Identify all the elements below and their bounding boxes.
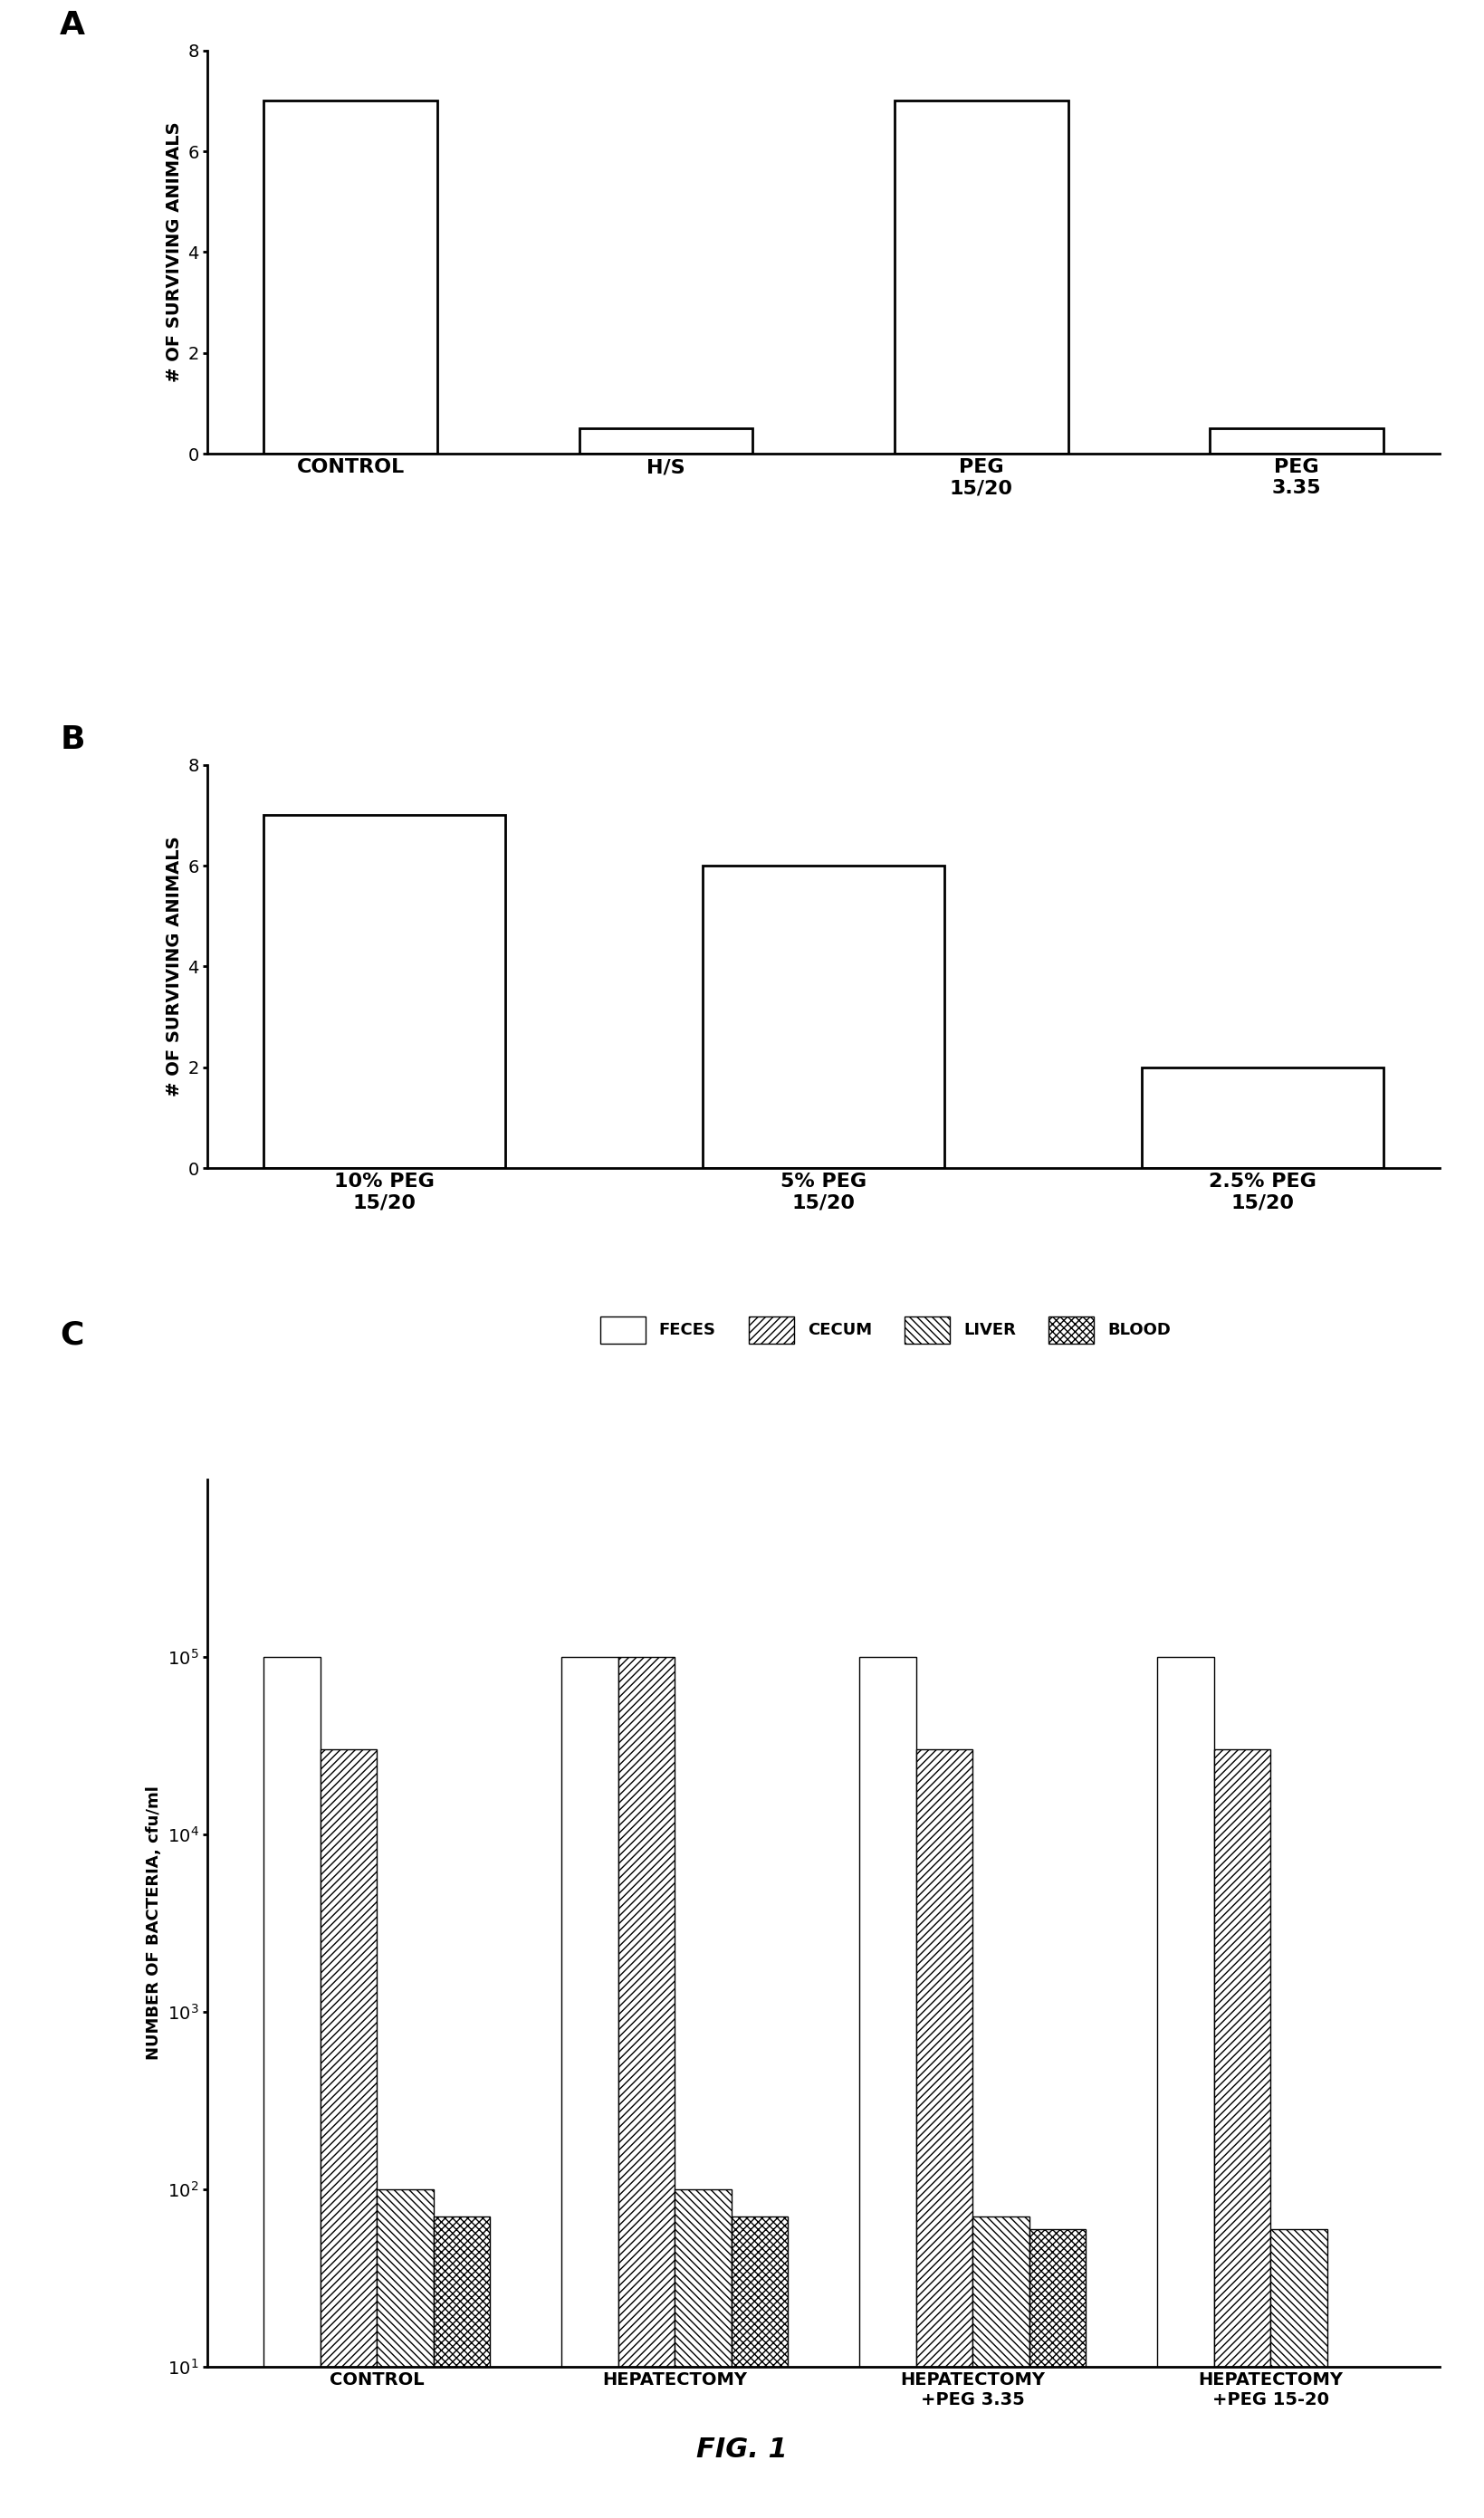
Bar: [561, 1657, 619, 2518]
Bar: [732, 2216, 788, 2518]
Legend: FECES, CECUM, LIVER, BLOOD: FECES, CECUM, LIVER, BLOOD: [594, 1309, 1177, 1350]
Bar: [264, 816, 505, 1168]
Y-axis label: # OF SURVIVING ANIMALS: # OF SURVIVING ANIMALS: [166, 121, 183, 383]
Bar: [1214, 1750, 1270, 2518]
Bar: [619, 1657, 675, 2518]
Bar: [1327, 2460, 1383, 2518]
Bar: [675, 2188, 732, 2518]
Bar: [859, 1657, 916, 2518]
Bar: [579, 428, 752, 453]
Bar: [264, 101, 438, 453]
Bar: [321, 1750, 377, 2518]
Text: A: A: [59, 10, 85, 40]
Bar: [895, 101, 1068, 453]
Bar: [703, 866, 944, 1168]
Bar: [1158, 1657, 1214, 2518]
Bar: [1143, 1068, 1383, 1168]
Bar: [433, 2216, 490, 2518]
Bar: [1028, 2228, 1086, 2518]
Text: FIG. 1: FIG. 1: [696, 2437, 788, 2463]
Bar: [264, 1657, 321, 2518]
Y-axis label: NUMBER OF BACTERIA, cfu/ml: NUMBER OF BACTERIA, cfu/ml: [145, 1785, 162, 2060]
Y-axis label: # OF SURVIVING ANIMALS: # OF SURVIVING ANIMALS: [166, 836, 183, 1098]
Bar: [1270, 2228, 1327, 2518]
Text: B: B: [59, 725, 85, 755]
Bar: [916, 1750, 972, 2518]
Bar: [972, 2216, 1028, 2518]
Bar: [1209, 428, 1383, 453]
Text: C: C: [59, 1319, 83, 1350]
Bar: [377, 2188, 433, 2518]
